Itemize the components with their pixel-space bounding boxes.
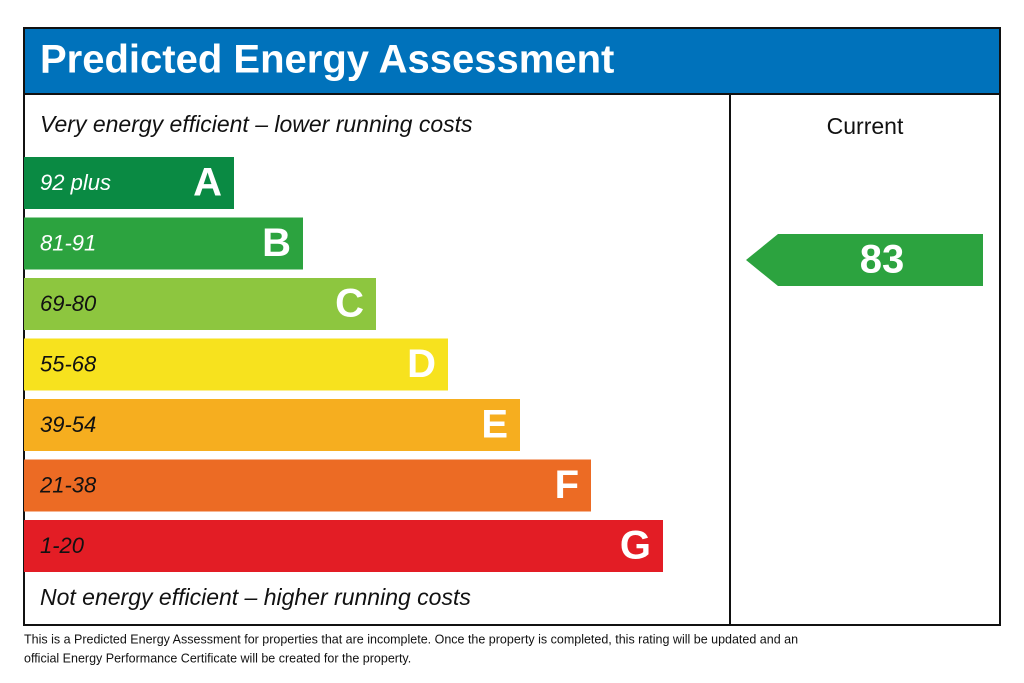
- title: Predicted Energy Assessment: [40, 38, 614, 82]
- band-letter: A: [193, 161, 222, 205]
- bottom-label: Not energy efficient – higher running co…: [40, 584, 471, 610]
- band-bar: [24, 338, 448, 391]
- band-letter: E: [481, 403, 508, 447]
- band-bar: [24, 217, 303, 270]
- header-bar: [25, 29, 999, 94]
- band-bar: [24, 157, 234, 209]
- band-bar: [24, 399, 520, 451]
- band-letter: D: [407, 342, 436, 386]
- band-bar: [24, 520, 663, 572]
- band-bar: [24, 459, 591, 512]
- top-label: Very energy efficient – lower running co…: [40, 111, 473, 137]
- band-range: 21-38: [39, 472, 97, 497]
- band-range: 55-68: [40, 351, 97, 376]
- current-arrow: [746, 234, 983, 286]
- footnote: official Energy Performance Certificate …: [24, 651, 411, 665]
- band-letter: B: [262, 221, 291, 265]
- band-letter: G: [620, 524, 651, 568]
- band-letter: C: [335, 282, 364, 326]
- band-range: 69-80: [40, 291, 97, 316]
- band-range: 81-91: [40, 230, 96, 255]
- current-rating: 83: [860, 238, 905, 282]
- band-range: 92 plus: [40, 170, 111, 195]
- footnote: This is a Predicted Energy Assessment fo…: [24, 632, 798, 646]
- band-range: 1-20: [40, 533, 85, 558]
- current-heading: Current: [827, 113, 904, 139]
- band-bar: [24, 278, 376, 330]
- band-letter: F: [555, 463, 579, 507]
- band-range: 39-54: [40, 412, 96, 437]
